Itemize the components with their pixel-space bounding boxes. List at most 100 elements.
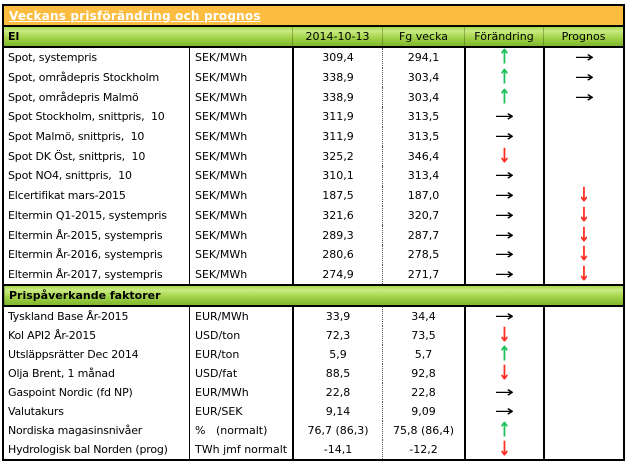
change-cell: →: [464, 185, 543, 206]
report-title: Veckans prisförändring och prognos: [9, 8, 261, 23]
row-prev-value: 313,5: [382, 107, 464, 127]
change-arrow-icon: →: [494, 127, 515, 146]
row-current-value: 9,14: [292, 402, 382, 422]
row-unit: SEK/MWh: [189, 146, 292, 167]
row-unit: EUR/SEK: [189, 402, 292, 422]
section-title-price-factors: Prispåverkande faktorer: [4, 286, 161, 306]
row-prev-value: 313,4: [382, 166, 464, 186]
row-unit: EUR/MWh: [189, 307, 292, 327]
row-label: Gaspoint Nordic (fd NP): [8, 386, 133, 400]
row-unit: SEK/MWh: [189, 107, 292, 127]
column-header-forecast: Prognos: [543, 27, 623, 46]
forecast-cell: ↓: [543, 244, 623, 265]
change-cell: →: [464, 264, 543, 285]
forecast-arrow-icon: ↓: [577, 264, 591, 285]
row-current-value: 321,6: [292, 205, 382, 226]
forecast-cell: [543, 146, 623, 167]
change-cell: ↑: [464, 67, 543, 88]
table-row: Olja Brent, 1 månad USD/fat 88,5 92,8 ↓: [4, 364, 623, 384]
forecast-arrow-icon: ↓: [577, 244, 591, 265]
row-current-value: 5,9: [292, 345, 382, 365]
row-current-value: 309,4: [292, 48, 382, 68]
row-label: Spot NO4, snittpris, 10: [8, 169, 132, 183]
row-prev-value: 92,8: [382, 364, 464, 384]
row-unit: TWh jmf normalt: [189, 440, 292, 460]
row-prev-value: 287,7: [382, 225, 464, 245]
row-current-value: -14,1: [292, 440, 382, 460]
row-current-value: 338,9: [292, 87, 382, 108]
change-cell: →: [464, 107, 543, 127]
change-arrow-icon: →: [494, 383, 515, 402]
change-arrow-icon: →: [494, 225, 515, 244]
change-cell: →: [464, 225, 543, 245]
row-label: Spot, områdepris Stockholm: [8, 71, 159, 85]
row-unit: EUR/MWh: [189, 383, 292, 403]
row-prev-value: 320,7: [382, 205, 464, 226]
row-current-value: 338,9: [292, 67, 382, 88]
change-cell: →: [464, 166, 543, 186]
change-arrow-icon: ↓: [498, 364, 511, 384]
table-row: Gaspoint Nordic (fd NP) EUR/MWh 22,8 22,…: [4, 383, 623, 403]
forecast-cell: [543, 326, 623, 346]
row-unit: SEK/MWh: [189, 126, 292, 147]
table-row: Spot, områdepris Stockholm SEK/MWh 338,9…: [4, 67, 623, 88]
price-table: Veckans prisförändring och prognos El 20…: [2, 4, 625, 461]
table-row: Hydrologisk bal Norden (prog) TWh jmf no…: [4, 440, 623, 460]
row-prev-value: 9,09: [382, 402, 464, 422]
table-row: Nordiska magasinsnivåer % (normalt) 76,7…: [4, 421, 623, 441]
change-arrow-icon: →: [494, 205, 515, 224]
column-header-prev-week: Fg vecka: [382, 27, 464, 46]
change-arrow-icon: →: [494, 245, 515, 264]
el-section-rows: Spot, systempris SEK/MWh 309,4 294,1 ↑ →…: [4, 48, 623, 285]
section-title-el: El: [8, 30, 20, 43]
change-arrow-icon: →: [494, 107, 515, 126]
row-label: Eltermin År-2015, systempris: [8, 228, 163, 242]
row-prev-value: 303,4: [382, 67, 464, 88]
table-row: Spot, områdepris Malmö SEK/MWh 338,9 303…: [4, 87, 623, 108]
row-unit: SEK/MWh: [189, 244, 292, 265]
table-row: Elcertifikat mars-2015 SEK/MWh 187,5 187…: [4, 185, 623, 206]
column-header-change: Förändring: [464, 27, 543, 46]
table-row: Valutakurs EUR/SEK 9,14 9,09 →: [4, 402, 623, 422]
row-unit: SEK/MWh: [189, 166, 292, 186]
table-row: Eltermin Q1-2015, systempris SEK/MWh 321…: [4, 205, 623, 226]
change-arrow-icon: →: [494, 186, 515, 205]
row-label: Tyskland Base År-2015: [8, 310, 129, 324]
forecast-cell: [543, 421, 623, 441]
row-unit: SEK/MWh: [189, 87, 292, 108]
row-label: Elcertifikat mars-2015: [8, 189, 126, 203]
change-cell: →: [464, 402, 543, 422]
forecast-cell: [543, 364, 623, 384]
forecast-cell: [543, 383, 623, 403]
table-row: Spot NO4, snittpris, 10 SEK/MWh 310,1 31…: [4, 166, 623, 186]
column-header-date: 2014-10-13: [292, 27, 382, 46]
row-current-value: 76,7 (86,3): [292, 421, 382, 441]
row-current-value: 187,5: [292, 185, 382, 206]
change-arrow-icon: ↑: [498, 87, 511, 108]
row-label: Spot Stockholm, snittpris, 10: [8, 110, 165, 124]
forecast-cell: ↓: [543, 264, 623, 285]
row-current-value: 280,6: [292, 244, 382, 265]
row-label: Eltermin Q1-2015, systempris: [8, 208, 167, 222]
forecast-cell: [543, 107, 623, 127]
change-cell: ↓: [464, 146, 543, 167]
table-row: Eltermin År-2015, systempris SEK/MWh 289…: [4, 225, 623, 245]
row-prev-value: 75,8 (86,4): [382, 421, 464, 441]
change-cell: →: [464, 244, 543, 265]
forecast-cell: [543, 166, 623, 186]
change-cell: ↓: [464, 440, 543, 460]
change-arrow-icon: ↓: [498, 146, 511, 167]
row-prev-value: -12,2: [382, 440, 464, 460]
row-prev-value: 73,5: [382, 326, 464, 346]
row-prev-value: 313,5: [382, 126, 464, 147]
row-prev-value: 278,5: [382, 244, 464, 265]
row-prev-value: 34,4: [382, 307, 464, 327]
change-cell: ↑: [464, 421, 543, 441]
row-label: Eltermin År-2017, systempris: [8, 267, 163, 281]
table-row: Spot, systempris SEK/MWh 309,4 294,1 ↑ →: [4, 48, 623, 68]
section-header-el: El 2014-10-13 Fg vecka Förändring Progno…: [4, 27, 623, 48]
change-arrow-icon: ↓: [498, 326, 511, 346]
table-row: Kol API2 År-2015 USD/ton 72,3 73,5 ↓: [4, 326, 623, 346]
change-arrow-icon: →: [494, 307, 515, 326]
